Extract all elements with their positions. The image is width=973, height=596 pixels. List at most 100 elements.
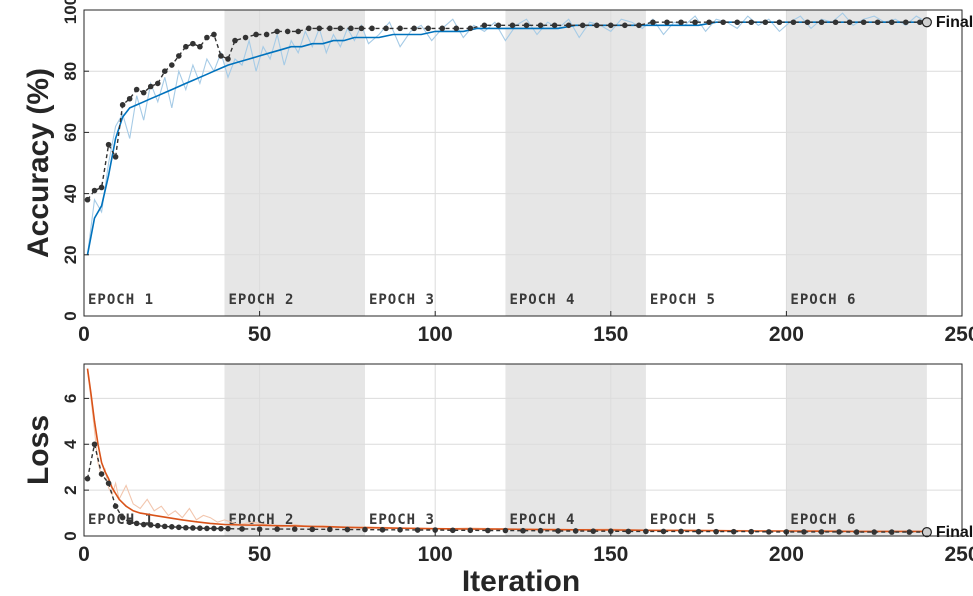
loss-validation-point [147,522,154,528]
accuracy-validation-point [197,43,203,50]
accuracy-validation-point [161,68,168,74]
accuracy-validation-point [804,19,811,26]
loss-epoch-label: EPOCH 3 [369,512,435,528]
accuracy-validation-point [411,25,417,32]
loss-validation-point [467,527,474,534]
accuracy-x-tick-label: 250 [944,323,973,346]
accuracy-validation-point [232,37,238,44]
accuracy-validation-point [888,19,895,26]
loss-epoch-shade [505,364,646,536]
loss-validation-point [211,525,217,532]
accuracy-validation-point [874,19,881,26]
loss-panel: EPOCH 1 EPOCH 2 EPOCH 3 EPOCH 4 EPOCH 5 EPOCH… [22,363,973,566]
loss-validation-point [256,526,263,532]
accuracy-epoch-label: EPOCH 4 [509,292,575,308]
loss-epoch-shade [224,364,365,536]
accuracy-validation-point [678,19,684,26]
accuracy-validation-point [818,19,825,26]
accuracy-validation-point [140,89,147,96]
loss-validation-point [183,524,189,531]
accuracy-epoch-label: EPOCH 3 [369,292,435,308]
loss-y-tick-label: 0 [61,531,80,540]
accuracy-validation-point [274,28,280,35]
loss-validation-point [871,529,877,535]
loss-x-tick-label: 50 [248,543,271,566]
accuracy-validation-point [565,22,572,29]
loss-validation-point [397,527,403,533]
accuracy-validation-point [305,25,312,32]
accuracy-y-tick-label: 100 [61,0,80,24]
loss-epoch-label: EPOCH 5 [650,512,716,528]
accuracy-validation-point [176,53,182,59]
loss-validation-point [190,525,196,531]
loss-validation-point [432,527,439,533]
accuracy-epoch-label: EPOCH 6 [790,292,856,308]
loss-validation-point [555,528,561,534]
loss-validation-point [362,526,368,533]
accuracy-epoch-shade [786,10,927,316]
loss-final-marker [921,527,932,538]
accuracy-validation-point [263,31,270,38]
x-axis-label: Iteration [462,565,580,596]
accuracy-validation-point [98,184,105,191]
loss-validation-point [105,480,112,487]
accuracy-validation-point [225,56,231,62]
accuracy-epoch-label: EPOCH 1 [88,292,154,308]
accuracy-validation-point [523,22,530,29]
loss-validation-point [643,528,649,535]
accuracy-x-tick-label: 100 [418,323,453,346]
loss-validation-point [239,526,245,532]
accuracy-y-axis-label: Accuracy (%) [22,68,55,258]
loss-validation-point [748,528,755,535]
accuracy-validation-point [551,22,558,29]
loss-epoch-shade [786,364,927,536]
accuracy-validation-point [105,141,112,148]
accuracy-validation-point [154,80,161,87]
loss-x-tick-label: 150 [593,543,628,566]
accuracy-y-tick-label: 0 [61,311,80,320]
accuracy-validation-point [397,25,403,32]
accuracy-validation-point [133,86,140,93]
loss-validation-point [590,528,597,534]
loss-validation-point [274,526,280,532]
accuracy-validation-point [112,154,119,160]
accuracy-validation-point [453,25,460,32]
loss-epoch-label: EPOCH 4 [509,512,575,528]
accuracy-validation-point [253,31,259,38]
loss-validation-point [169,524,175,530]
accuracy-validation-point [593,22,600,29]
loss-validation-point [660,528,667,535]
loss-validation-point [218,525,224,532]
accuracy-validation-point [242,34,249,41]
loss-validation-point [502,527,509,534]
accuracy-validation-point [467,25,474,32]
accuracy-epoch-label: EPOCH 2 [228,292,294,308]
loss-y-tick-label: 2 [61,485,80,494]
loss-y-axis-label: Loss [22,415,55,485]
accuracy-x-tick-label: 150 [593,323,628,346]
loss-validation-point [906,529,913,535]
loss-validation-point [818,529,825,535]
loss-validation-point [801,529,807,535]
loss-y-tick-label: 6 [61,394,80,403]
loss-validation-point [713,528,719,535]
accuracy-validation-point [327,25,333,32]
accuracy-validation-point [903,19,909,26]
accuracy-validation-point [316,25,323,32]
accuracy-validation-point [790,19,797,26]
accuracy-validation-point [650,19,656,26]
accuracy-y-tick-label: 40 [61,184,80,203]
loss-validation-point [853,529,860,535]
accuracy-epoch-shade [505,10,646,316]
accuracy-y-tick-label: 80 [61,62,80,81]
accuracy-validation-point [284,28,291,35]
loss-validation-point [84,475,91,482]
loss-x-tick-label: 250 [944,543,973,566]
accuracy-x-tick-label: 50 [248,323,271,346]
accuracy-validation-point [84,196,91,203]
loss-validation-point [888,529,895,535]
accuracy-validation-point [832,19,839,26]
accuracy-x-tick-label: 0 [78,323,90,346]
accuracy-y-tick-label: 20 [61,245,80,264]
